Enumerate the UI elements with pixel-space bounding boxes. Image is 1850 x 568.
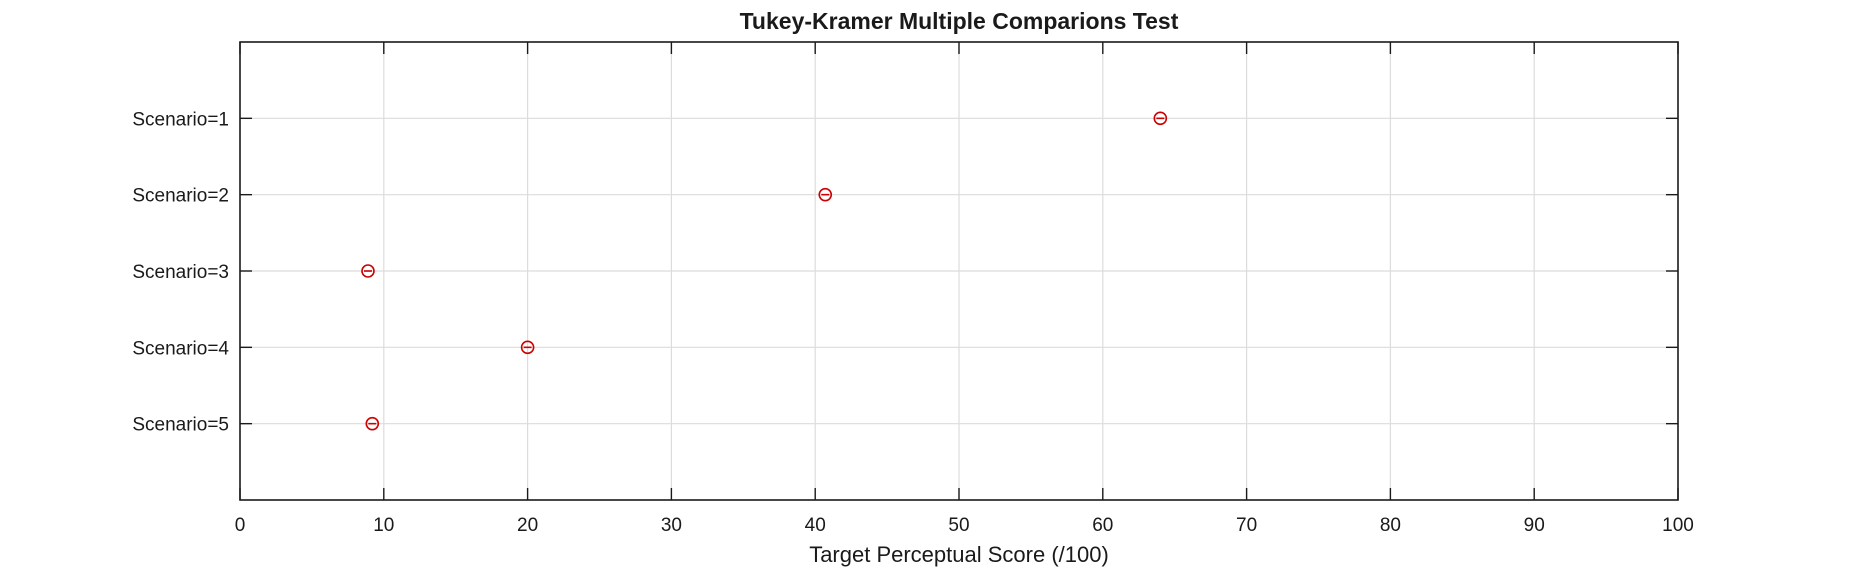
y-tick-label: Scenario=5 <box>132 415 229 436</box>
data-point-marker <box>818 187 833 202</box>
data-point <box>365 416 380 431</box>
data-point <box>1153 111 1168 126</box>
axis-ticks <box>239 42 1679 500</box>
y-tick-label: Scenario=4 <box>132 338 229 359</box>
x-tick-labels: 0 10 20 30 40 50 60 70 80 90 100 <box>235 515 1694 536</box>
data-point-marker <box>361 264 375 278</box>
data-point-marker <box>1153 111 1168 126</box>
y-tick-labels: Scenario=1 Scenario=2 Scenario=3 Scenario=4… <box>132 109 229 435</box>
x-axis-label: Target Perceptual Score (/100) <box>809 542 1109 567</box>
x-tick-label: 40 <box>805 515 826 536</box>
data-point <box>520 340 535 355</box>
x-tick-label: 0 <box>235 515 246 536</box>
data-point <box>361 264 375 278</box>
x-tick-label: 80 <box>1380 515 1401 536</box>
x-tick-label: 70 <box>1236 515 1257 536</box>
y-tick-label: Scenario=2 <box>132 186 229 207</box>
y-tick-label: Scenario=3 <box>132 262 229 283</box>
x-tick-label: 20 <box>517 515 538 536</box>
data-points <box>361 111 1168 431</box>
chart-title: Tukey-Kramer Multiple Comparions Test <box>740 8 1179 34</box>
x-tick-label: 100 <box>1662 515 1694 536</box>
x-tick-label: 30 <box>661 515 682 536</box>
x-tick-label: 50 <box>948 515 969 536</box>
data-point-marker <box>365 416 380 431</box>
grid-lines <box>240 42 1678 500</box>
x-tick-label: 90 <box>1524 515 1545 536</box>
x-tick-label: 60 <box>1092 515 1113 536</box>
data-point-marker <box>520 340 535 355</box>
y-tick-label: Scenario=1 <box>132 109 229 130</box>
x-tick-label: 10 <box>373 515 394 536</box>
data-point <box>818 187 833 202</box>
